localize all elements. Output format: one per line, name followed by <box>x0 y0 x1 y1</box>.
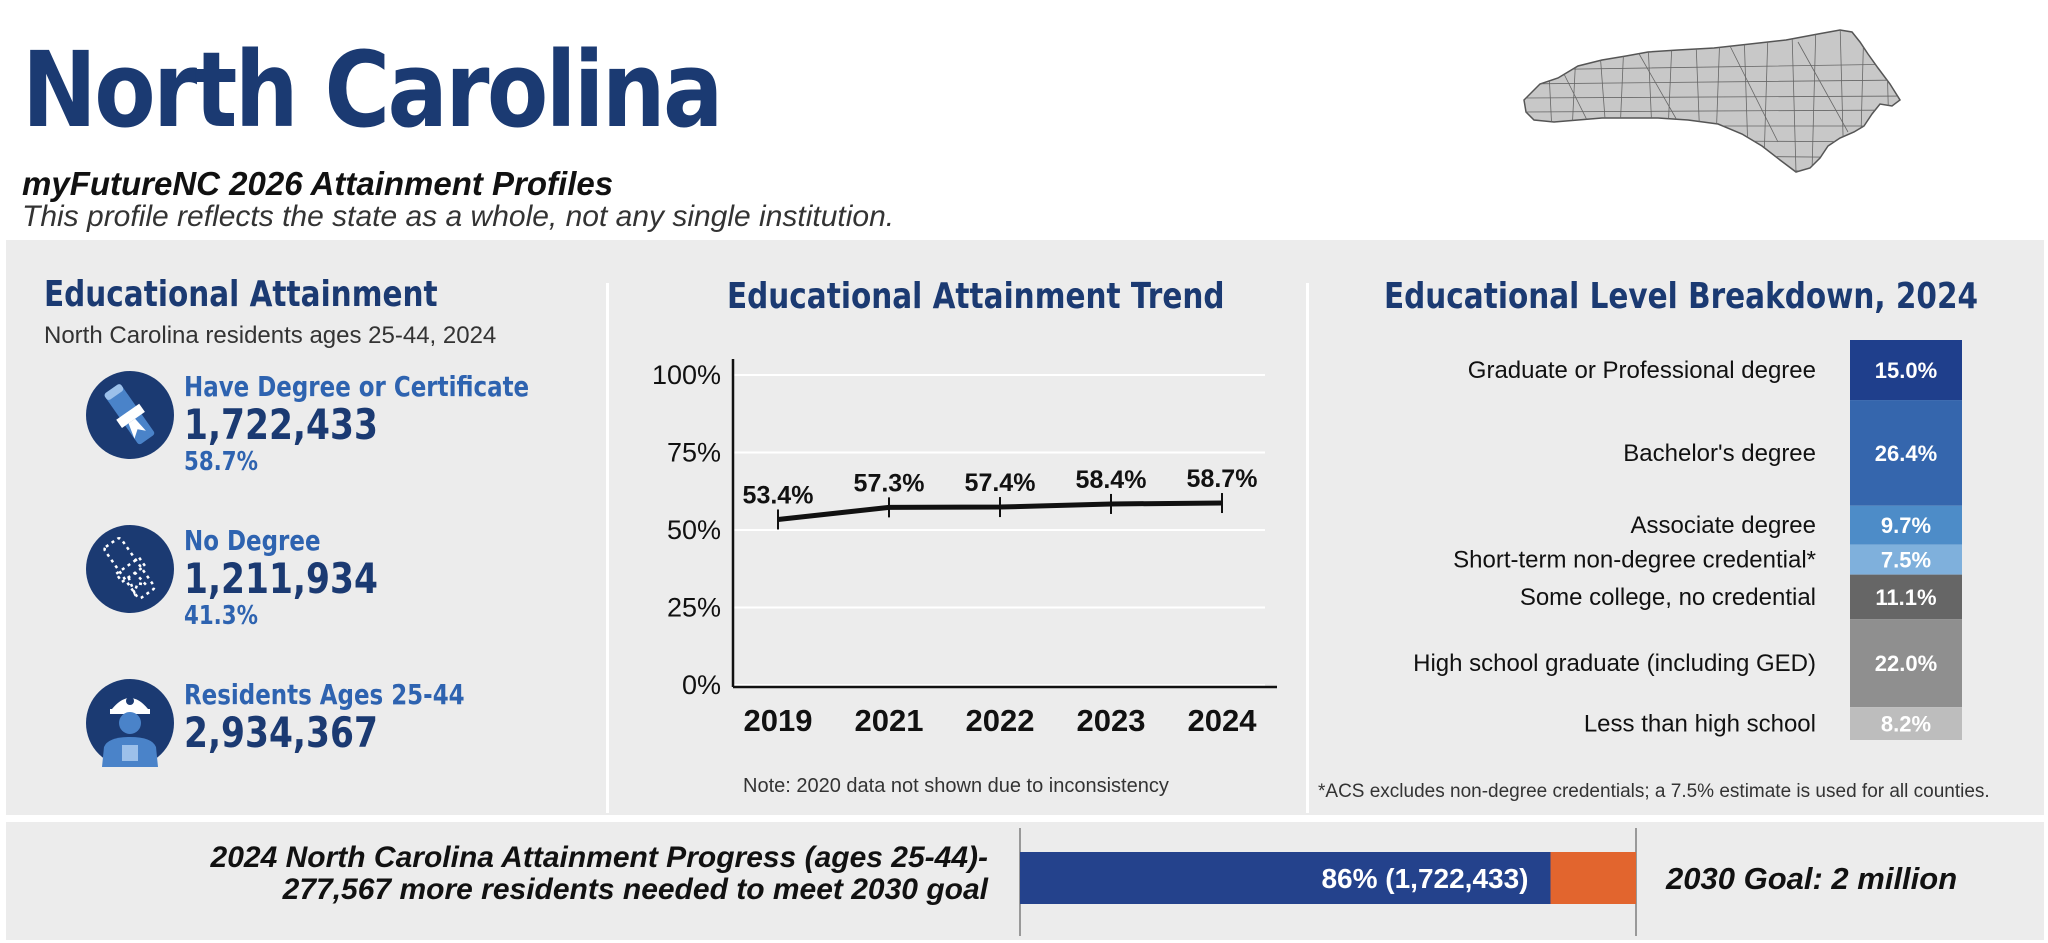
segment-value-label: 22.0% <box>1875 651 1937 676</box>
divider <box>606 283 609 813</box>
trend-chart: 0% 25% 50% 75% 100% 53.4% 2019 57.3% 2021 57.4% 20… <box>652 359 1277 738</box>
trend-title: Educational Attainment Trend <box>727 276 1225 317</box>
attainment-title: Educational Attainment <box>44 274 438 315</box>
breakdown-note: *ACS excludes non-degree credentials; a … <box>1318 781 1990 802</box>
segment-value-label: 11.1% <box>1875 585 1936 610</box>
category-label: Bachelor's degree <box>1623 440 1816 467</box>
data-label: 58.7% <box>1187 465 1258 493</box>
north-carolina-map-icon <box>1523 29 1901 173</box>
category-label: Some college, no credential <box>1520 584 1816 611</box>
stat-label: Have Degree or Certificate <box>184 370 530 403</box>
divider <box>1306 283 1309 813</box>
x-tick-label: 2019 <box>744 703 813 738</box>
worker-icon <box>86 679 174 767</box>
stacked-segment <box>1850 544 1962 575</box>
x-tick-label: 2021 <box>855 703 924 738</box>
stacked-segment <box>1850 574 1962 620</box>
segment-value-label: 9.7% <box>1881 513 1931 538</box>
category-label: Short-term non-degree credential* <box>1453 547 1816 574</box>
page-subtitle: myFutureNC 2026 Attainment Profiles <box>22 165 614 202</box>
y-tick-label: 0% <box>682 670 721 700</box>
x-tick-label: 2022 <box>966 703 1035 738</box>
main-panel <box>6 240 2044 815</box>
category-label: Graduate or Professional degree <box>1468 357 1816 384</box>
stacked-segment <box>1850 400 1962 506</box>
stat-percent: 41.3% <box>184 601 258 631</box>
segment-value-label: 15.0% <box>1875 358 1937 383</box>
progress-achieved-bar <box>1020 852 1551 904</box>
category-label: High school graduate (including GED) <box>1413 650 1816 677</box>
diploma-icon <box>86 371 174 459</box>
breakdown-chart: 15.0% Graduate or Professional degree 26.4… <box>1413 340 1962 740</box>
y-tick-label: 25% <box>667 593 721 623</box>
category-label: Associate degree <box>1631 512 1816 539</box>
segment-value-label: 7.5% <box>1881 548 1931 573</box>
goal-text: 2030 Goal: 2 million <box>1666 861 1958 896</box>
y-tick-label: 100% <box>652 360 721 390</box>
x-tick-label: 2024 <box>1188 703 1258 738</box>
stat-percent: 58.7% <box>184 447 258 477</box>
segment-value-label: 8.2% <box>1881 712 1931 737</box>
dotted-diploma-icon <box>86 525 174 613</box>
stacked-segment <box>1850 340 1962 401</box>
stat-label: No Degree <box>184 524 321 557</box>
page-title: North Carolina <box>22 29 723 151</box>
progress-text: 2024 North Carolina Attainment Progress … <box>211 842 988 906</box>
stat-value: 2,934,367 <box>184 708 378 757</box>
attainment-subtitle: North Carolina residents ages 25-44, 202… <box>44 322 497 349</box>
category-label: Less than high school <box>1584 711 1816 738</box>
y-tick-label: 50% <box>667 515 721 545</box>
stat-value: 1,722,433 <box>184 400 378 449</box>
data-label: 57.3% <box>854 469 925 497</box>
progress-line-1: 2024 North Carolina Attainment Progress … <box>210 841 988 874</box>
progress-remaining-bar <box>1550 852 1636 904</box>
x-tick-label: 2023 <box>1077 703 1146 738</box>
stat-label: Residents Ages 25-44 <box>184 678 465 711</box>
progress-chart: 86% (1,722,433) <box>1019 828 1637 936</box>
progress-bar-label: 86% (1,722,433) <box>1321 863 1528 894</box>
data-label: 53.4% <box>743 481 814 509</box>
stacked-segment <box>1850 505 1962 545</box>
data-label: 57.4% <box>965 469 1036 497</box>
stacked-segment <box>1850 707 1962 740</box>
progress-line-2: 277,567 more residents needed to meet 20… <box>282 873 988 906</box>
stacked-segment <box>1850 619 1962 708</box>
data-label: 58.4% <box>1076 466 1147 494</box>
trend-note: Note: 2020 data not shown due to inconsi… <box>743 775 1169 797</box>
stat-value: 1,211,934 <box>184 554 378 603</box>
breakdown-title: Educational Level Breakdown, 2024 <box>1384 276 1979 317</box>
y-tick-label: 75% <box>667 438 721 468</box>
segment-value-label: 26.4% <box>1875 441 1937 466</box>
page-tagline: This profile reflects the state as a who… <box>22 200 895 233</box>
